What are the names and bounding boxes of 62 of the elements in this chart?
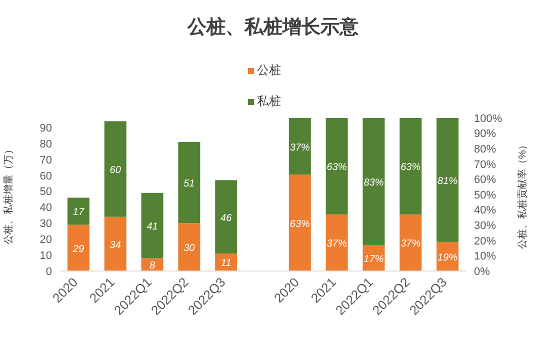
y2-tick-label: 60% — [474, 174, 496, 186]
bar — [288, 118, 311, 175]
data-label: 37% — [290, 142, 310, 154]
bar — [178, 223, 200, 271]
bar — [141, 192, 164, 258]
data-label: 63% — [400, 162, 421, 174]
y-tick-label: 30 — [40, 218, 52, 230]
data-label: 63% — [326, 162, 347, 174]
data-label: 83% — [364, 177, 384, 188]
y2-tick-label: 10% — [474, 250, 496, 263]
y2-tick-label: 90% — [474, 128, 496, 140]
data-label: 60 — [110, 165, 122, 176]
bar — [362, 118, 385, 245]
bar — [67, 198, 90, 225]
y-tick-label: 0 — [46, 266, 52, 278]
y2-tick-label: 30% — [474, 220, 496, 232]
data-label: 8 — [149, 260, 156, 272]
y-axis-title: 公桩、私桩增量（万） — [2, 144, 15, 244]
bar — [400, 214, 422, 271]
legend-label: 私桩 — [257, 93, 281, 110]
data-label: 37% — [326, 238, 347, 250]
chart-title: 公桩、私桩增长示意 — [186, 16, 360, 40]
data-label: 34 — [110, 240, 122, 251]
data-label: 17% — [364, 254, 384, 265]
data-label: 11 — [220, 258, 232, 270]
y-tick-label: 40 — [40, 202, 52, 214]
y2-tick-label: 50% — [474, 189, 496, 202]
y-tick-label: 90 — [40, 122, 52, 134]
data-label: 41 — [146, 222, 158, 233]
y-tick-label: 70 — [40, 154, 52, 166]
data-label: 29 — [72, 244, 84, 255]
bar — [288, 174, 311, 271]
data-label: 46 — [220, 212, 232, 224]
bar — [178, 142, 200, 224]
data-label: 63% — [290, 218, 310, 230]
data-label: 30 — [184, 243, 196, 254]
y2-tick-label: 0% — [474, 266, 490, 278]
bar — [67, 224, 90, 271]
y2-tick-label: 70% — [474, 158, 496, 171]
bar — [326, 214, 348, 271]
y-tick-label: 60 — [40, 170, 52, 182]
bar — [215, 180, 238, 254]
data-label: 81% — [438, 176, 458, 187]
y-tick-label: 80 — [40, 138, 52, 150]
y-tick-label: 10 — [40, 250, 52, 262]
y2-tick-label: 100% — [474, 112, 502, 125]
data-label: 37% — [400, 238, 421, 250]
bar — [400, 118, 422, 214]
bar — [104, 121, 126, 217]
y2-axis-title: 公桩、私桩贡献率（%） — [516, 140, 529, 249]
data-label: 19% — [438, 252, 458, 264]
y-tick-label: 50 — [40, 186, 52, 198]
legend-label: 公桩 — [257, 62, 281, 79]
bar — [326, 118, 348, 214]
y-tick-label: 20 — [40, 234, 52, 246]
y2-tick-label: 20% — [474, 235, 496, 248]
y2-tick-label: 80% — [474, 144, 496, 156]
data-label: 17 — [72, 207, 84, 218]
bar — [436, 118, 459, 242]
bar — [104, 216, 126, 271]
y2-tick-label: 40% — [474, 204, 496, 217]
data-label: 51 — [184, 178, 195, 190]
